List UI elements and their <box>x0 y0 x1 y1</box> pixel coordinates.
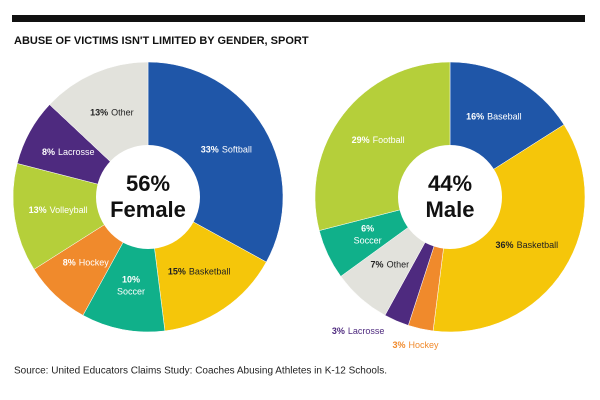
slice-label: 13% Volleyball <box>29 206 88 216</box>
category-label: Hockey <box>409 340 440 350</box>
slice <box>432 124 586 333</box>
category-label: Volleyball <box>50 206 88 216</box>
slice-label: 6% Soccer <box>354 224 382 246</box>
value-label: 8% <box>63 258 76 268</box>
slice-label: 16% Baseball <box>466 112 522 122</box>
value-label: 6% <box>361 224 374 234</box>
category-label: Other <box>111 108 134 118</box>
center-title: 56% <box>126 171 170 196</box>
chart-title: ABUSE OF VICTIMS ISN'T LIMITED BY GENDER… <box>14 35 309 47</box>
value-label: 13% <box>29 206 47 216</box>
category-label: Basketball <box>517 240 559 250</box>
category-label: Basketball <box>189 267 231 277</box>
slice-label: 29% Football <box>352 136 405 146</box>
category-label: Soccer <box>117 287 145 297</box>
value-label: 8% <box>42 148 55 158</box>
slice-label: 15% Basketball <box>168 267 231 277</box>
category-label: Baseball <box>487 112 522 122</box>
category-label: Lacrosse <box>58 148 95 158</box>
slice-label: 33% Softball <box>201 145 252 155</box>
slice-label: 3% Lacrosse <box>332 326 385 336</box>
center-subtitle: Female <box>110 197 186 222</box>
center-title: 44% <box>428 171 472 196</box>
value-label: 7% <box>371 260 384 270</box>
center-subtitle: Male <box>426 197 475 222</box>
value-label: 15% <box>168 267 186 277</box>
category-label: Soccer <box>354 236 382 246</box>
slice-label: 7% Other <box>371 260 410 270</box>
slice-label: 13% Other <box>90 108 134 118</box>
category-label: Other <box>387 260 410 270</box>
donut-hole <box>398 145 502 249</box>
value-label: 36% <box>496 240 514 250</box>
slice-label: 10% Soccer <box>117 275 145 297</box>
category-label: Softball <box>222 145 252 155</box>
value-label: 16% <box>466 112 484 122</box>
source-note: Source: United Educators Claims Study: C… <box>14 366 387 377</box>
value-label: 29% <box>352 136 370 146</box>
slice-label: 8% Lacrosse <box>42 148 95 158</box>
slice-label: 36% Basketball <box>496 240 559 250</box>
value-label: 10% <box>122 275 140 285</box>
category-label: Hockey <box>79 258 110 268</box>
slice-label: 3% Hockey <box>393 340 440 350</box>
slice-label: 8% Hockey <box>63 258 110 268</box>
donut-hole <box>96 145 200 249</box>
value-label: 3% <box>393 340 406 350</box>
category-label: Football <box>373 136 405 146</box>
top-rule <box>12 15 585 22</box>
value-label: 33% <box>201 145 219 155</box>
value-label: 13% <box>90 108 108 118</box>
category-label: Lacrosse <box>348 326 385 336</box>
value-label: 3% <box>332 326 345 336</box>
